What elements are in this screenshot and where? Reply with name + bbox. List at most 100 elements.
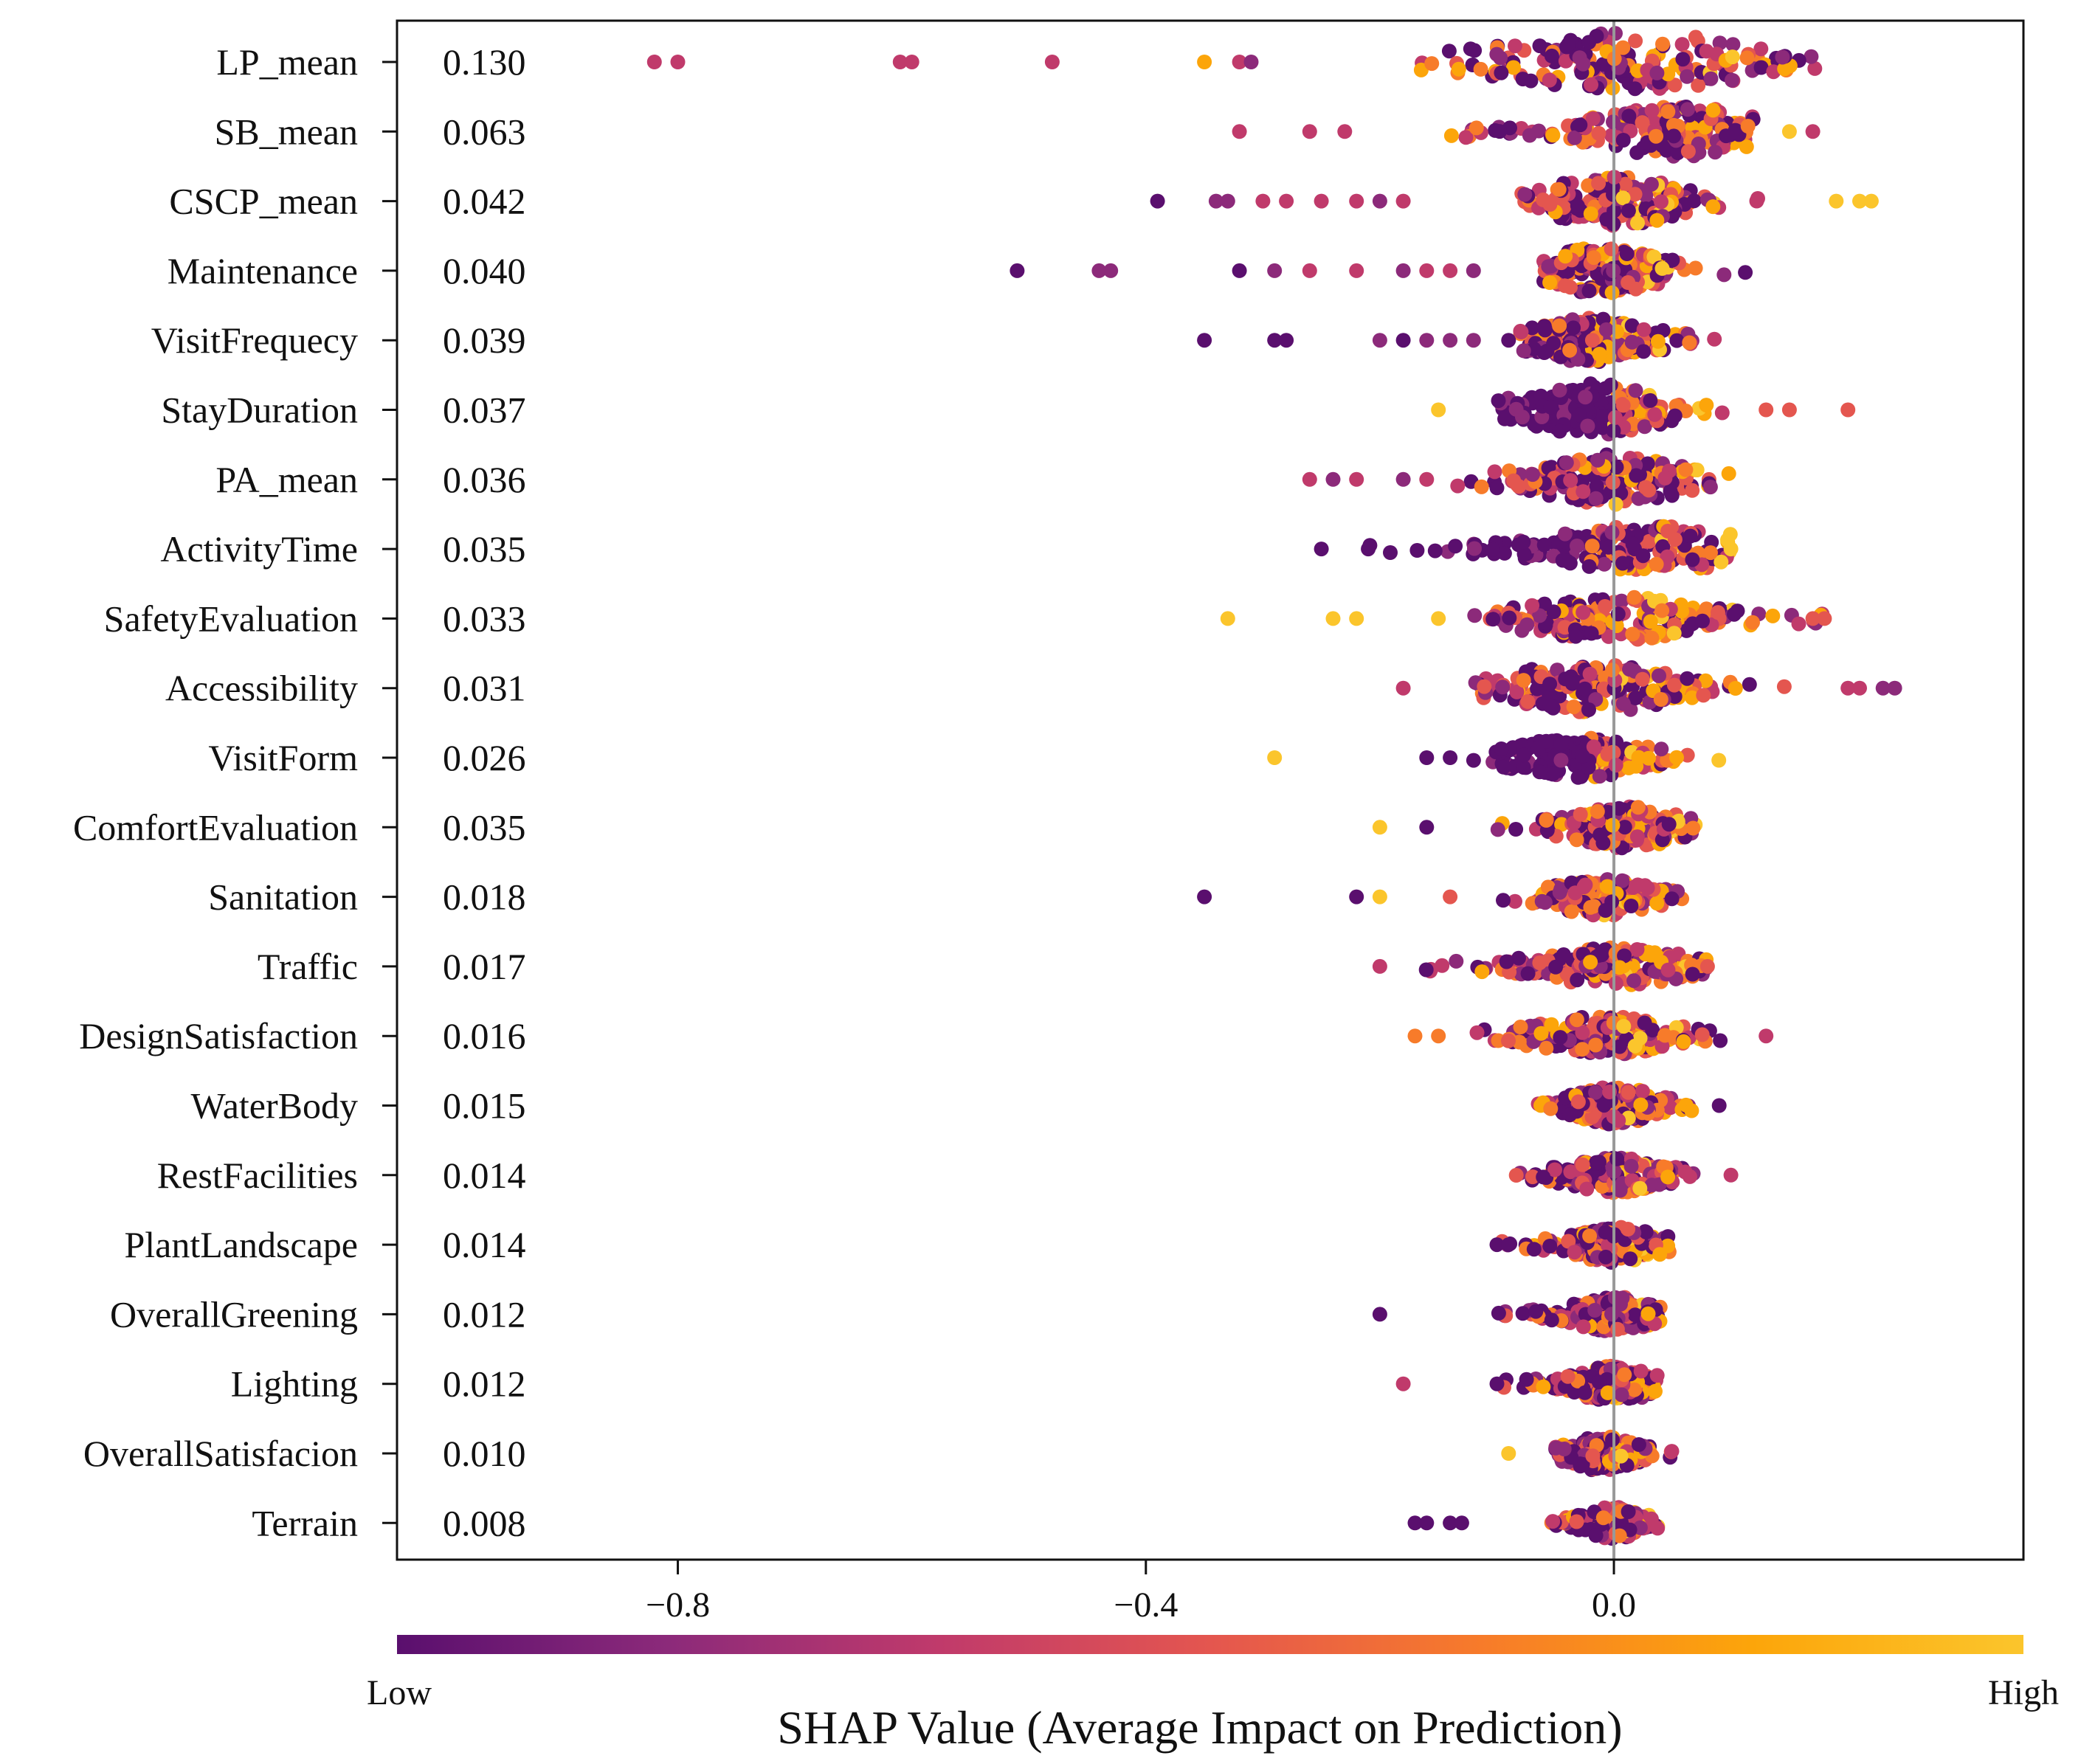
feature-OverallGreening-points [1372, 1290, 1668, 1338]
feature-label: SB_mean [215, 111, 358, 152]
data-point [1546, 336, 1561, 351]
data-point [1666, 128, 1682, 144]
importance-value: 0.017 [443, 946, 526, 987]
feature-label: Traffic [258, 946, 358, 987]
outlier-point [1395, 471, 1411, 487]
data-point [1448, 539, 1463, 554]
data-point [1791, 616, 1806, 632]
data-point [1654, 741, 1669, 757]
outlier-point [1208, 193, 1224, 209]
feature-ComfortEvaluation-points [1372, 799, 1703, 856]
data-point [1644, 630, 1660, 646]
data-point [1575, 748, 1590, 764]
data-point [1649, 1368, 1665, 1383]
feature-ActivityTime-points [1314, 519, 1739, 577]
data-point [1575, 1157, 1590, 1172]
data-point [1643, 947, 1658, 962]
data-point [1577, 681, 1592, 696]
data-point [1562, 342, 1578, 358]
data-point [1520, 694, 1536, 709]
data-point [1621, 108, 1637, 124]
data-point [1516, 343, 1531, 359]
data-point [1703, 71, 1719, 86]
data-point [1449, 953, 1464, 969]
outlier-point [1501, 1446, 1516, 1461]
data-point [1601, 539, 1616, 555]
feature-PlantLandscape-points [1489, 1220, 1677, 1270]
data-point [1609, 1321, 1625, 1337]
data-point [1627, 81, 1643, 97]
data-point [1561, 36, 1576, 52]
data-point [1577, 1385, 1592, 1400]
data-point [1494, 741, 1509, 756]
outlier-point [1010, 263, 1025, 278]
data-point [1621, 203, 1636, 218]
data-point [1657, 1028, 1673, 1043]
feature-label: WaterBody [191, 1085, 358, 1127]
data-point [1608, 497, 1623, 512]
outlier-point [1372, 958, 1387, 974]
outlier-point [1805, 124, 1821, 139]
feature-label: RestFacilities [157, 1155, 358, 1196]
data-point [1563, 473, 1578, 488]
feature-label: Accessibility [165, 668, 358, 709]
data-point [1685, 966, 1700, 982]
data-point [1589, 1155, 1604, 1170]
data-point [1745, 615, 1760, 630]
data-point [1617, 820, 1632, 835]
data-point [1705, 199, 1721, 215]
outlier-point [1711, 1098, 1727, 1113]
data-point [1547, 1162, 1562, 1177]
data-point [1635, 115, 1650, 131]
data-point [1633, 1363, 1649, 1379]
data-point [1553, 753, 1569, 768]
outlier-point [1232, 124, 1247, 139]
data-point [1652, 1247, 1668, 1262]
outlier-point [904, 55, 919, 69]
data-point [1728, 681, 1743, 696]
data-point [1566, 320, 1581, 336]
data-point [1615, 556, 1630, 571]
data-point [1628, 879, 1643, 894]
outlier-point [1091, 263, 1107, 278]
data-point [1680, 102, 1695, 117]
data-point [1542, 72, 1557, 88]
data-point [1588, 1037, 1604, 1053]
feature-label: Maintenance [168, 250, 358, 291]
outlier-point [1431, 402, 1446, 418]
data-point [1511, 950, 1526, 966]
data-point [1714, 405, 1730, 421]
data-point [1613, 485, 1629, 501]
data-point [1466, 753, 1481, 768]
data-point [1685, 820, 1701, 836]
data-point [1542, 687, 1557, 702]
feature-SafetyEvaluation-points [1220, 589, 1832, 647]
data-point [1612, 960, 1627, 975]
data-point [1643, 392, 1658, 408]
data-point [1613, 1448, 1629, 1464]
outlier-point [1349, 611, 1364, 626]
data-point [1625, 626, 1640, 642]
data-point [1532, 764, 1547, 780]
importance-value: 0.014 [443, 1155, 526, 1196]
data-point [1617, 948, 1632, 964]
outlier-point [1395, 263, 1411, 278]
feature-VisitForm-points [1267, 730, 1727, 785]
data-point [1558, 671, 1573, 687]
data-point [1469, 1025, 1485, 1040]
outlier-point [1863, 193, 1879, 209]
data-point [1534, 409, 1550, 424]
data-point [1570, 198, 1585, 213]
data-point [1485, 542, 1500, 557]
data-point [1533, 1025, 1549, 1041]
outlier-point [1372, 820, 1387, 835]
feature-RestFacilities-points [1508, 1150, 1739, 1200]
feature-label: Lighting [231, 1363, 358, 1405]
x-axis: −0.8 −0.4 0.0 [646, 1560, 1636, 1625]
data-point [1563, 280, 1578, 295]
data-point [1614, 1387, 1629, 1402]
data-point [1665, 252, 1680, 268]
outlier-point [1759, 402, 1774, 418]
feature-DesignSatisfaction-points [1407, 1009, 1774, 1062]
